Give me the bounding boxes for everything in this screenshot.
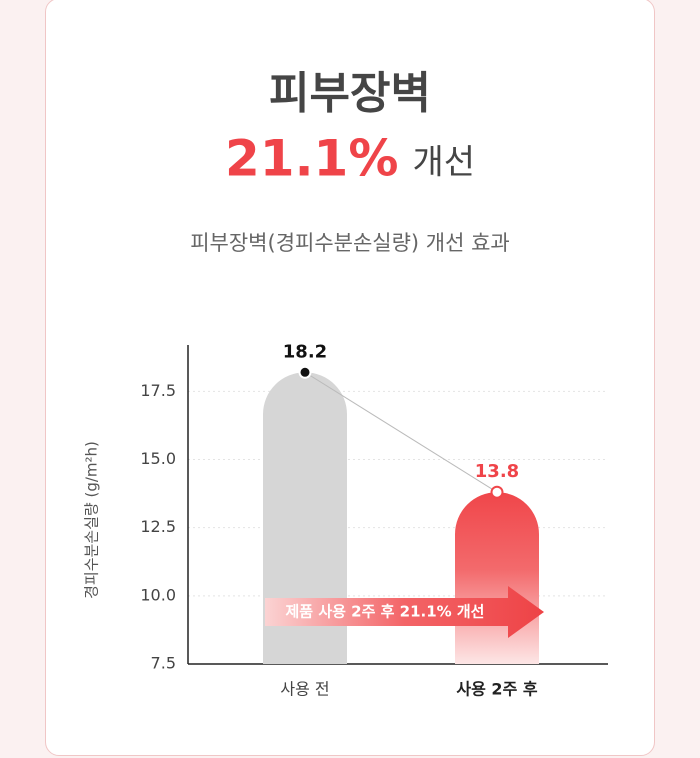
y-axis-label: 경피수분손실량 (g/m²h) [83, 441, 101, 599]
y-tick-label: 12.5 [140, 517, 176, 536]
x-tick-label: 사용 전 [280, 680, 329, 699]
headline-title: 피부장벽 [269, 68, 431, 119]
annotation: 제품 사용 2주 후 21.1% 개선 [286, 603, 485, 621]
headline-suffix: 개선 [412, 143, 475, 183]
y-tick-label: 15.0 [140, 449, 176, 468]
y-tick-label: 17.5 [140, 381, 176, 400]
point-marker [490, 485, 504, 499]
annotation-arrow [265, 586, 544, 638]
point-marker [298, 365, 312, 379]
value-label: 13.8 [475, 461, 519, 482]
value-label: 18.2 [283, 341, 327, 362]
subtitle: 피부장벽(경피수분손실량) 개선 효과 [190, 231, 510, 255]
y-tick-label: 7.5 [151, 654, 176, 673]
connector [304, 371, 498, 493]
bar [455, 492, 539, 664]
x-tick-label: 사용 2주 후 [456, 680, 537, 699]
headline-highlight: 21.1% [225, 130, 398, 188]
card [45, 0, 655, 756]
y-tick-label: 10.0 [140, 585, 176, 604]
bar [263, 372, 347, 664]
